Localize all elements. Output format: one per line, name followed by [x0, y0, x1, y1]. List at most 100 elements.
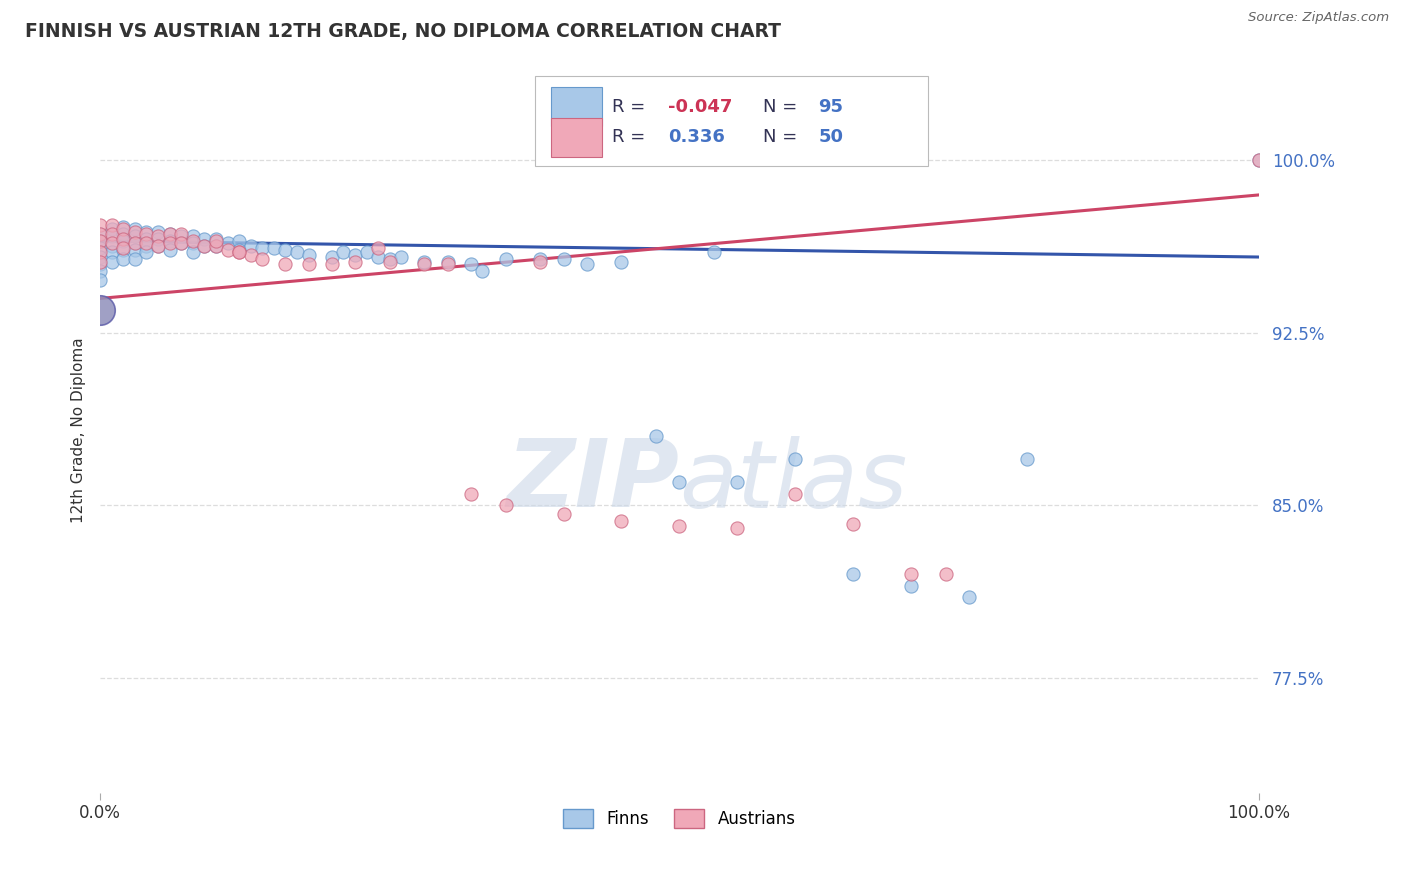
Point: [413, 254, 436, 268]
Point: [252, 252, 274, 267]
Point: [343, 248, 366, 262]
Point: [610, 254, 633, 268]
Point: [263, 241, 285, 255]
Point: [228, 245, 250, 260]
Text: N =: N =: [762, 98, 803, 116]
Point: [668, 519, 690, 533]
Point: [146, 229, 169, 244]
Point: [89, 234, 111, 248]
Point: [135, 238, 157, 252]
Point: [239, 238, 262, 252]
Point: [298, 257, 321, 271]
Point: [725, 475, 748, 490]
Point: [100, 227, 122, 241]
Point: [124, 236, 146, 251]
Point: [367, 241, 389, 255]
Point: [460, 257, 482, 271]
Point: [193, 238, 215, 252]
Point: [575, 257, 598, 271]
Point: [124, 225, 146, 239]
Text: ZIP: ZIP: [506, 435, 679, 527]
Point: [378, 252, 401, 267]
Point: [529, 254, 551, 268]
Point: [935, 567, 957, 582]
Text: atlas: atlas: [679, 436, 908, 527]
Point: [529, 252, 551, 267]
Point: [170, 227, 193, 241]
Point: [112, 243, 135, 257]
Point: [436, 257, 458, 271]
Point: [460, 487, 482, 501]
Point: [112, 232, 135, 246]
Point: [495, 498, 517, 512]
Legend: Finns, Austrians: Finns, Austrians: [557, 803, 803, 835]
Point: [378, 254, 401, 268]
Text: -0.047: -0.047: [668, 98, 733, 116]
Point: [217, 236, 239, 251]
Point: [785, 487, 807, 501]
Point: [900, 579, 922, 593]
Point: [785, 452, 807, 467]
Point: [135, 227, 157, 241]
Point: [228, 245, 250, 260]
Point: [89, 245, 111, 260]
Point: [553, 508, 575, 522]
Point: [124, 252, 146, 267]
Point: [100, 236, 122, 251]
Point: [703, 245, 725, 260]
Point: [89, 257, 111, 271]
Point: [285, 245, 308, 260]
Point: [356, 245, 378, 260]
Point: [112, 241, 135, 255]
Point: [274, 243, 297, 257]
Point: [135, 245, 157, 260]
Point: [89, 250, 111, 264]
Point: [842, 567, 865, 582]
Y-axis label: 12th Grade, No Diploma: 12th Grade, No Diploma: [72, 338, 86, 524]
Point: [181, 236, 204, 251]
Point: [159, 236, 181, 251]
Point: [89, 227, 111, 241]
Point: [298, 248, 321, 262]
Point: [321, 257, 343, 271]
Point: [205, 234, 228, 248]
Point: [610, 515, 633, 529]
Point: [100, 229, 122, 244]
Text: R =: R =: [612, 128, 651, 146]
Point: [135, 232, 157, 246]
Point: [471, 264, 494, 278]
Point: [389, 250, 412, 264]
Point: [252, 241, 274, 255]
Point: [842, 516, 865, 531]
Point: [124, 222, 146, 236]
Text: R =: R =: [612, 98, 651, 116]
Point: [205, 238, 228, 252]
Point: [205, 238, 228, 252]
Point: [124, 236, 146, 251]
Text: 0.336: 0.336: [668, 128, 724, 146]
Point: [159, 227, 181, 241]
Point: [89, 241, 111, 255]
Point: [367, 250, 389, 264]
Point: [89, 264, 111, 278]
Point: [146, 225, 169, 239]
Point: [645, 429, 668, 443]
Point: [668, 475, 690, 490]
Point: [228, 243, 250, 257]
Point: [495, 252, 517, 267]
Point: [112, 234, 135, 248]
Point: [205, 232, 228, 246]
Point: [553, 252, 575, 267]
Point: [1247, 153, 1270, 168]
Text: FINNISH VS AUSTRIAN 12TH GRADE, NO DIPLOMA CORRELATION CHART: FINNISH VS AUSTRIAN 12TH GRADE, NO DIPLO…: [25, 22, 782, 41]
Point: [170, 229, 193, 244]
Text: 50: 50: [818, 128, 844, 146]
Text: Source: ZipAtlas.com: Source: ZipAtlas.com: [1249, 11, 1389, 24]
Point: [228, 234, 250, 248]
Point: [146, 238, 169, 252]
Point: [170, 236, 193, 251]
Point: [725, 521, 748, 535]
Point: [89, 218, 111, 232]
Text: 95: 95: [818, 98, 844, 116]
Point: [193, 238, 215, 252]
